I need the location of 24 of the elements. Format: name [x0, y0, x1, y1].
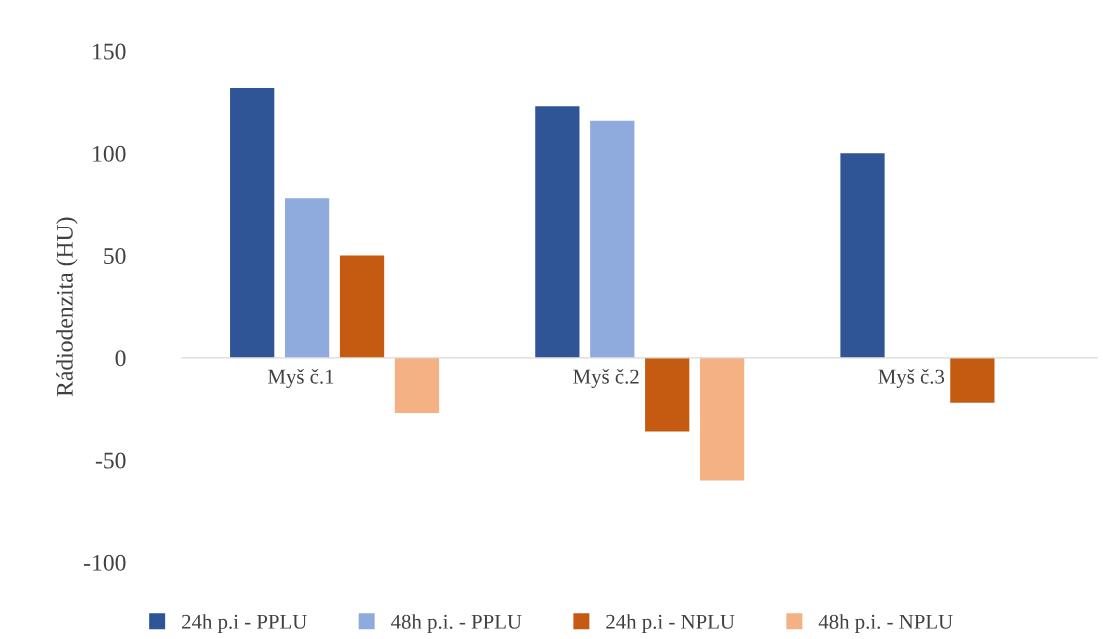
bar [284, 198, 330, 358]
y-tick-label: 150 [93, 43, 126, 60]
bar [950, 357, 995, 403]
x-tick-label: Myš č.3 [878, 368, 945, 388]
legend-label: 48h p.i. - NPLU [818, 614, 953, 634]
y-tick-label: -50 [95, 452, 126, 469]
bar [394, 357, 440, 414]
bar [840, 153, 885, 358]
bar [230, 87, 275, 358]
y-tick-label: 100 [93, 145, 126, 162]
y-tick-label: 50 [104, 248, 126, 265]
y-tick-label: -100 [84, 554, 126, 571]
bar [700, 357, 745, 481]
bar [645, 357, 690, 432]
legend-label: 24h p.i - PPLU [182, 614, 307, 634]
x-tick-label: Myš č.2 [573, 368, 639, 388]
legend-label: 24h p.i - NPLU [606, 614, 735, 634]
y-tick-label: 0 [115, 350, 126, 367]
legend-label: 48h p.i. - PPLU [391, 614, 522, 634]
bar [590, 120, 635, 358]
x-tick-label: Myš č.1 [268, 368, 334, 388]
y-axis-title: Rádiodenzita (HU) [56, 217, 78, 397]
bar [339, 255, 385, 358]
bar [535, 106, 580, 358]
